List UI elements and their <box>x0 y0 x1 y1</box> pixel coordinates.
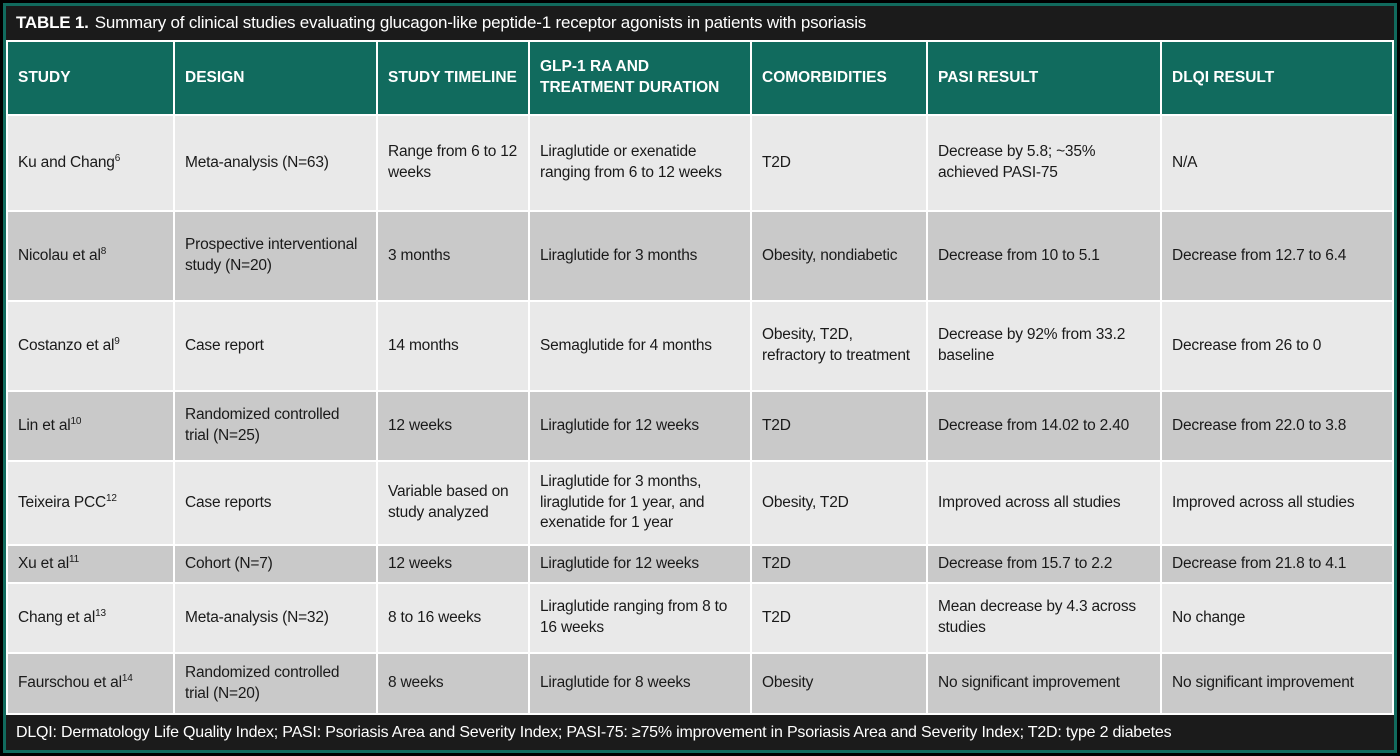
cell-timeline: 8 weeks <box>378 654 528 713</box>
study-name: Nicolau et al8 <box>18 245 107 264</box>
column-header-comorbidities: COMORBIDITIES <box>752 42 926 114</box>
cell-comorbidities: T2D <box>752 116 926 210</box>
cell-timeline: 14 months <box>378 302 528 390</box>
cell-study: Teixeira PCC12 <box>8 462 173 544</box>
cell-study: Ku and Chang6 <box>8 116 173 210</box>
table-content: TABLE 1. Summary of clinical studies eva… <box>6 6 1394 750</box>
reference-superscript: 9 <box>114 335 120 347</box>
reference-superscript: 13 <box>95 607 106 619</box>
cell-comorbidities: Obesity, T2D, refractory to treatment <box>752 302 926 390</box>
cell-dlqi: Decrease from 21.8 to 4.1 <box>1162 546 1392 582</box>
cell-pasi: Decrease from 10 to 5.1 <box>928 212 1160 300</box>
study-name: Faurschou et al14 <box>18 672 133 692</box>
cell-timeline: 12 weeks <box>378 392 528 460</box>
cell-study: Xu et al11 <box>8 546 173 582</box>
cell-design: Case report <box>175 302 376 390</box>
table-grid: STUDY DESIGN STUDY TIMELINE GLP-1 RA AND… <box>6 40 1394 715</box>
cell-pasi: Decrease by 5.8; ~35% achieved PASI-75 <box>928 116 1160 210</box>
cell-comorbidities: T2D <box>752 546 926 582</box>
cell-comorbidities: Obesity, nondiabetic <box>752 212 926 300</box>
cell-treatment: Liraglutide ranging from 8 to 16 weeks <box>530 584 750 652</box>
column-header-study: STUDY <box>8 42 173 114</box>
study-name: Ku and Chang6 <box>18 152 121 171</box>
cell-pasi: Decrease from 14.02 to 2.40 <box>928 392 1160 460</box>
study-name: Lin et al10 <box>18 415 82 434</box>
cell-comorbidities: T2D <box>752 584 926 652</box>
cell-treatment: Liraglutide for 3 months <box>530 212 750 300</box>
cell-design: Prospective interventional study (N=20) <box>175 212 376 300</box>
study-name: Costanzo et al9 <box>18 335 120 354</box>
cell-study: Costanzo et al9 <box>8 302 173 390</box>
cell-timeline: 8 to 16 weeks <box>378 584 528 652</box>
cell-dlqi: N/A <box>1162 116 1392 210</box>
cell-dlqi: Decrease from 22.0 to 3.8 <box>1162 392 1392 460</box>
cell-pasi: No significant improvement <box>928 654 1160 713</box>
cell-treatment: Liraglutide or exenatide ranging from 6 … <box>530 116 750 210</box>
reference-superscript: 8 <box>100 245 107 257</box>
cell-dlqi: Decrease from 12.7 to 6.4 <box>1162 212 1392 300</box>
cell-design: Cohort (N=7) <box>175 546 376 582</box>
cell-study: Lin et al10 <box>8 392 173 460</box>
cell-study: Chang et al13 <box>8 584 173 652</box>
cell-design: Randomized controlled trial (N=20) <box>175 654 376 713</box>
cell-treatment: Semaglutide for 4 months <box>530 302 750 390</box>
reference-superscript: 14 <box>121 672 133 684</box>
cell-comorbidities: Obesity, T2D <box>752 462 926 544</box>
cell-pasi: Decrease by 92% from 33.2 baseline <box>928 302 1160 390</box>
study-name: Xu et al11 <box>18 553 79 572</box>
cell-design: Case reports <box>175 462 376 544</box>
reference-superscript: 10 <box>70 415 82 427</box>
cell-pasi: Mean decrease by 4.3 across studies <box>928 584 1160 652</box>
cell-treatment: Liraglutide for 8 weeks <box>530 654 750 713</box>
table-title-bar: TABLE 1. Summary of clinical studies eva… <box>6 6 1394 40</box>
column-header-timeline: STUDY TIMELINE <box>378 42 528 114</box>
cell-timeline: 12 weeks <box>378 546 528 582</box>
reference-superscript: 12 <box>106 492 117 504</box>
cell-design: Meta-analysis (N=32) <box>175 584 376 652</box>
cell-treatment: Liraglutide for 12 weeks <box>530 546 750 582</box>
cell-design: Meta-analysis (N=63) <box>175 116 376 210</box>
cell-dlqi: Decrease from 26 to 0 <box>1162 302 1392 390</box>
cell-comorbidities: T2D <box>752 392 926 460</box>
cell-study: Faurschou et al14 <box>8 654 173 713</box>
table-number: TABLE 1. <box>16 13 89 32</box>
column-header-pasi: PASI RESULT <box>928 42 1160 114</box>
cell-timeline: 3 months <box>378 212 528 300</box>
cell-timeline: Range from 6 to 12 weeks <box>378 116 528 210</box>
cell-treatment: Liraglutide for 3 months, liraglutide fo… <box>530 462 750 544</box>
cell-comorbidities: Obesity <box>752 654 926 713</box>
cell-dlqi: No significant improvement <box>1162 654 1392 713</box>
column-header-design: DESIGN <box>175 42 376 114</box>
study-name: Teixeira PCC12 <box>18 492 117 511</box>
reference-superscript: 11 <box>68 553 79 565</box>
cell-design: Randomized controlled trial (N=25) <box>175 392 376 460</box>
cell-study: Nicolau et al8 <box>8 212 173 300</box>
column-header-treatment: GLP-1 RA AND TREATMENT DURATION <box>530 42 750 114</box>
cell-dlqi: No change <box>1162 584 1392 652</box>
study-name: Chang et al13 <box>18 607 106 626</box>
column-header-dlqi: DLQI RESULT <box>1162 42 1392 114</box>
table-title: Summary of clinical studies evaluating g… <box>94 13 867 32</box>
reference-superscript: 6 <box>114 152 121 164</box>
cell-pasi: Improved across all studies <box>928 462 1160 544</box>
cell-pasi: Decrease from 15.7 to 2.2 <box>928 546 1160 582</box>
cell-timeline: Variable based on study analyzed <box>378 462 528 544</box>
table-footnote: DLQI: Dermatology Life Quality Index; PA… <box>6 715 1394 750</box>
cell-treatment: Liraglutide for 12 weeks <box>530 392 750 460</box>
cell-dlqi: Improved across all studies <box>1162 462 1392 544</box>
